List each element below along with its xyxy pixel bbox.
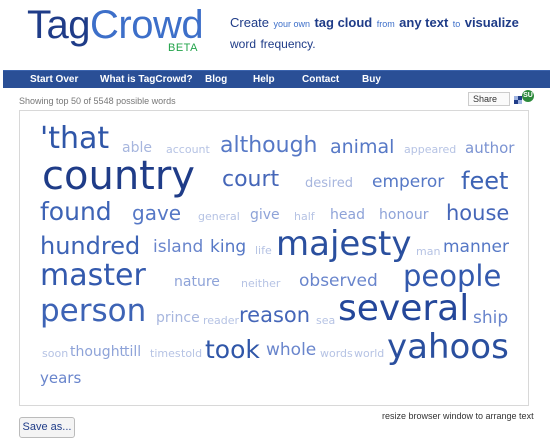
cloud-word: hundred	[40, 232, 141, 260]
share-plus-icon[interactable]	[511, 92, 525, 106]
cloud-word: several	[338, 288, 470, 329]
tagline-your-own: your own	[273, 19, 311, 29]
cloud-word: king	[210, 237, 247, 257]
cloud-word: person	[40, 293, 147, 329]
beta-label: BETA	[168, 42, 198, 54]
cloud-word: island	[153, 237, 204, 257]
cloud-word: emperor	[372, 172, 445, 192]
stumbleupon-icon[interactable]: SU	[522, 90, 534, 102]
tag-cloud: 'that able account although animal appea…	[19, 110, 529, 406]
tagline-tag-cloud: tag cloud	[314, 15, 373, 30]
logo-crowd: Crowd	[90, 3, 204, 47]
cloud-word: sea	[316, 314, 336, 327]
cloud-word: gave	[132, 201, 182, 225]
cloud-word: people	[403, 259, 502, 293]
nav-what-is-tagcrowd[interactable]: What is TagCrowd?	[100, 74, 193, 85]
cloud-word: half	[294, 210, 315, 223]
cloud-word: words	[320, 347, 353, 360]
tagline-word: word	[230, 37, 257, 51]
tagcrowd-logo[interactable]: TagCrowd	[27, 2, 204, 48]
cloud-word: desired	[305, 176, 353, 191]
tagline-to: to	[452, 19, 461, 29]
cloud-word: man	[416, 245, 441, 258]
cloud-word: head	[330, 207, 365, 223]
tagline: Create your own tag cloud from any text …	[230, 13, 540, 54]
cloud-word: master	[40, 258, 146, 293]
word-count-status: Showing top 50 of 5548 possible words	[19, 96, 176, 106]
tagline-from: from	[376, 19, 395, 29]
cloud-word: yahoos	[387, 327, 509, 367]
cloud-word: observed	[299, 271, 378, 291]
cloud-word: whole	[266, 340, 317, 360]
cloud-word: nature	[174, 274, 220, 290]
cloud-word: years	[40, 369, 82, 387]
cloud-word: court	[222, 167, 280, 192]
tagline-frequency: frequency.	[260, 37, 316, 51]
logo-tag: Tag	[27, 3, 91, 47]
tagline-visualize: visualize	[464, 15, 519, 30]
cloud-word: 'that	[40, 121, 110, 156]
cloud-word: country	[42, 153, 195, 199]
cloud-word: honour	[379, 207, 429, 223]
cloud-word: neither	[241, 277, 281, 290]
cloud-word: soon	[42, 347, 69, 360]
tagline-any-text: any text	[399, 15, 449, 30]
cloud-word: ship	[473, 308, 509, 328]
nav-buy[interactable]: Buy	[362, 74, 381, 85]
nav-blog[interactable]: Blog	[205, 74, 228, 85]
nav-help[interactable]: Help	[253, 74, 275, 85]
cloud-word: appeared	[404, 143, 457, 156]
cloud-word: reason	[239, 303, 311, 327]
cloud-word: able	[122, 140, 152, 156]
cloud-word: house	[446, 201, 510, 225]
cloud-word: general	[198, 210, 240, 223]
cloud-word: account	[166, 143, 210, 156]
cloud-word: manner	[443, 237, 509, 257]
nav-bar: Start Over What is TagCrowd? Blog Help C…	[3, 70, 550, 88]
cloud-word: animal	[330, 136, 395, 158]
cloud-word: author	[465, 139, 515, 157]
cloud-word: found	[40, 197, 112, 226]
nav-start-over[interactable]: Start Over	[30, 74, 79, 85]
cloud-word: took	[205, 335, 260, 364]
nav-contact[interactable]: Contact	[302, 74, 340, 85]
cloud-word: times	[150, 347, 181, 360]
cloud-word: till	[124, 344, 142, 360]
resize-hint: resize browser window to arrange text	[382, 411, 534, 421]
header: TagCrowd BETA Create your own tag cloud …	[0, 0, 550, 68]
cloud-word: give	[250, 207, 280, 223]
cloud-word: majesty	[276, 224, 412, 264]
tagline-create: Create	[230, 15, 270, 30]
cloud-word: feet	[461, 167, 509, 195]
save-as-button[interactable]: Save as...	[19, 417, 75, 438]
cloud-word: thought	[70, 344, 126, 360]
cloud-word: reader	[203, 314, 240, 327]
cloud-word: life	[255, 244, 272, 257]
cloud-word: world	[354, 347, 385, 360]
cloud-word: although	[220, 133, 318, 158]
cloud-word: told	[181, 347, 203, 360]
cloud-word: prince	[156, 310, 200, 326]
share-button[interactable]: Share	[468, 92, 510, 106]
